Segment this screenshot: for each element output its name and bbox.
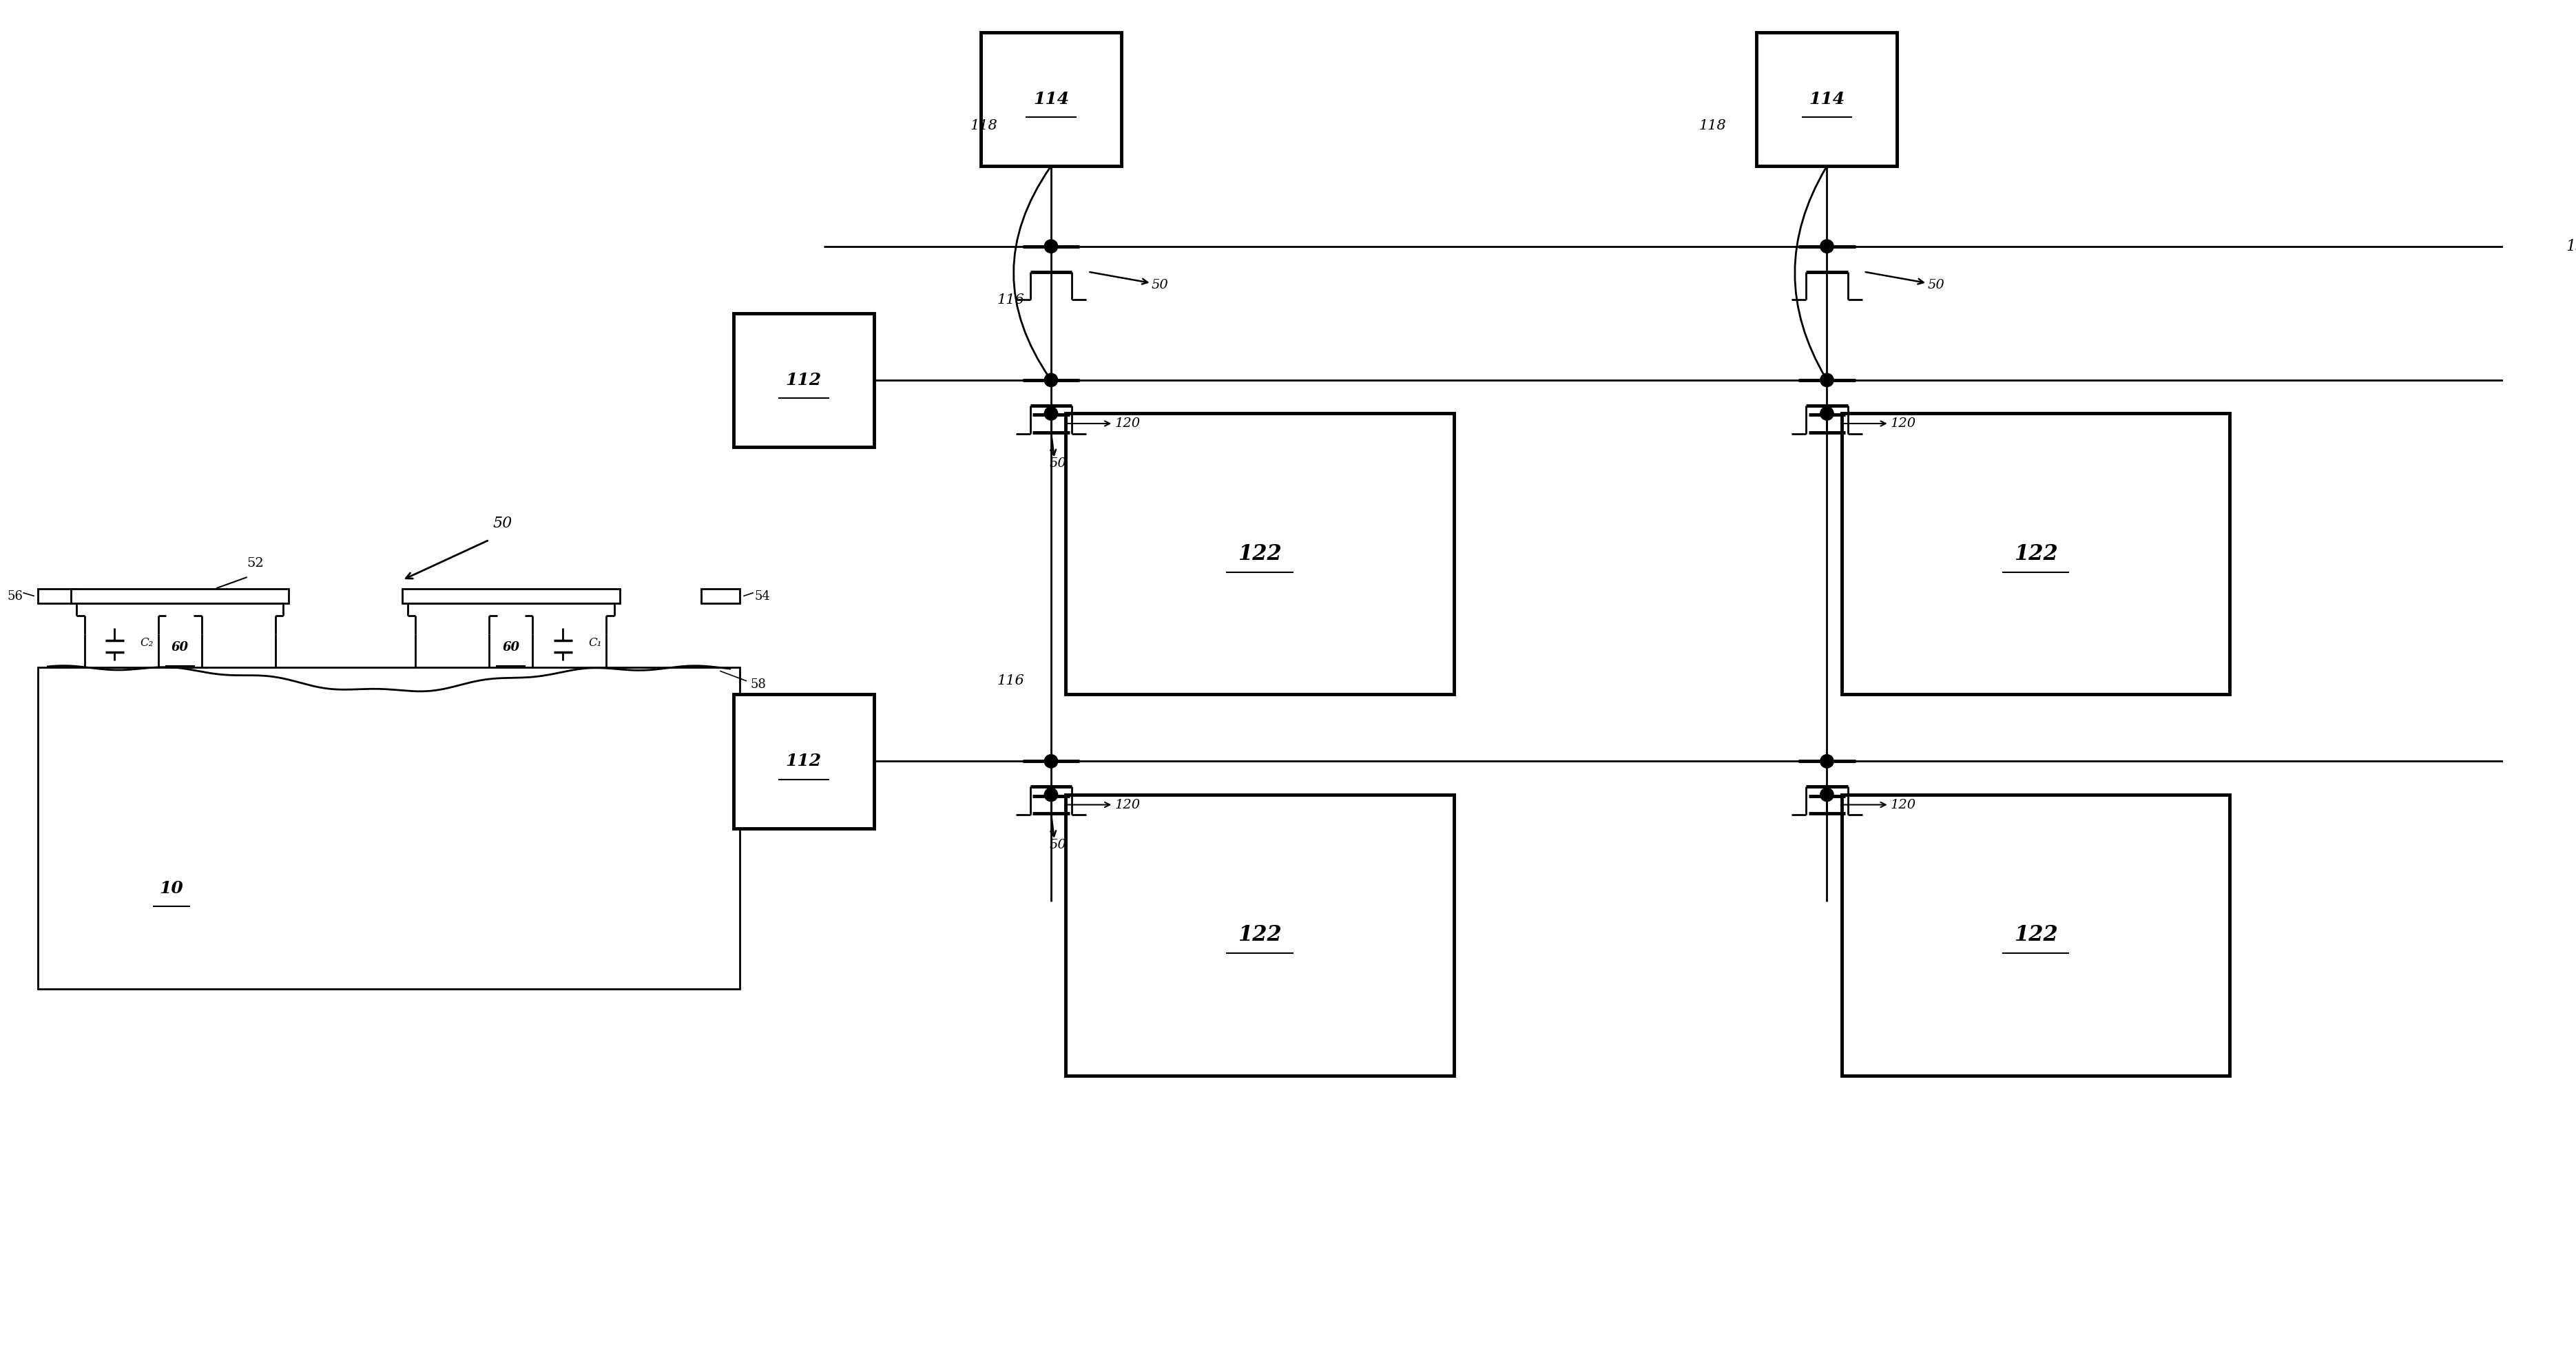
Circle shape: [1819, 754, 1834, 767]
Circle shape: [1043, 407, 1059, 420]
Bar: [402, 589, 618, 603]
Text: 130: 130: [2566, 239, 2576, 254]
Bar: [734, 313, 873, 447]
Bar: [981, 33, 1121, 165]
Bar: [72, 589, 289, 603]
Text: 50: 50: [492, 515, 513, 530]
Text: 118: 118: [971, 119, 997, 133]
Bar: [1842, 795, 2228, 1075]
Bar: [734, 694, 873, 829]
Text: 112: 112: [786, 753, 822, 769]
Circle shape: [1043, 240, 1059, 254]
Text: 58: 58: [750, 678, 765, 690]
Text: 114: 114: [1033, 91, 1069, 107]
Text: 50: 50: [1927, 279, 1945, 292]
Text: 60: 60: [502, 641, 520, 654]
Text: 50: 50: [1048, 457, 1066, 471]
Circle shape: [1819, 373, 1834, 386]
Text: 120: 120: [1115, 799, 1139, 811]
Text: 112: 112: [786, 372, 822, 388]
Text: 116: 116: [997, 674, 1025, 687]
Bar: [39, 667, 739, 989]
Bar: [701, 589, 739, 603]
Text: 114: 114: [1808, 91, 1844, 107]
Circle shape: [1819, 407, 1834, 420]
Text: 122: 122: [2012, 925, 2058, 946]
Text: 54: 54: [755, 590, 770, 602]
Text: 118: 118: [1698, 119, 1726, 133]
Text: 116: 116: [997, 293, 1025, 306]
Text: 50: 50: [1048, 838, 1066, 852]
Text: C₁: C₁: [587, 637, 600, 648]
Circle shape: [1819, 240, 1834, 254]
Bar: [1757, 33, 1896, 165]
Circle shape: [1043, 788, 1059, 801]
Text: 120: 120: [1115, 418, 1139, 430]
Bar: [39, 589, 77, 603]
Text: 52: 52: [247, 557, 263, 570]
Text: 56: 56: [8, 590, 23, 602]
Circle shape: [1043, 754, 1059, 767]
Bar: [1066, 795, 1453, 1075]
Text: 120: 120: [1891, 418, 1917, 430]
Text: 10: 10: [160, 880, 183, 896]
Text: 122: 122: [2012, 544, 2058, 564]
Text: 120: 120: [1891, 799, 1917, 811]
Text: 50: 50: [1151, 279, 1167, 292]
Bar: [1842, 414, 2228, 694]
Text: C₂: C₂: [139, 637, 155, 648]
Circle shape: [1043, 373, 1059, 386]
Text: 60: 60: [170, 641, 188, 654]
Text: 122: 122: [1236, 925, 1280, 946]
Circle shape: [1819, 788, 1834, 801]
Bar: [1066, 414, 1453, 694]
Text: 122: 122: [1236, 544, 1280, 564]
